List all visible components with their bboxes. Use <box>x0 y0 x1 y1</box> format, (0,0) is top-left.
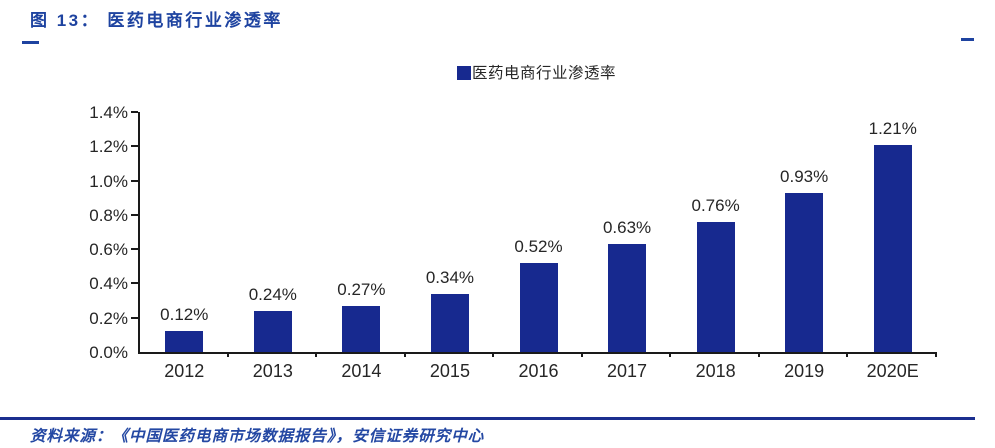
y-axis-tick-mark <box>131 316 138 319</box>
x-axis-category-label: 2014 <box>341 361 382 381</box>
bar-2019 <box>785 192 824 352</box>
y-axis-tick-label: 0.6% <box>89 240 128 260</box>
y-axis-tick-label: 0.0% <box>89 343 128 362</box>
x-axis-category-label: 2016 <box>518 361 559 381</box>
x-axis-category-label: 2018 <box>695 361 736 381</box>
bar-value-label: 1.21% <box>868 118 917 138</box>
bar-2015 <box>430 293 469 352</box>
bar-2016 <box>519 262 558 352</box>
x-axis-category-label: 2017 <box>607 361 648 381</box>
bar-2020E <box>873 144 912 352</box>
x-axis-tick-mark <box>669 352 672 357</box>
x-axis-tick-mark <box>315 352 318 357</box>
y-axis-tick-label: 1.0% <box>89 171 128 191</box>
source-note: 资料来源：《中国医药电商市场数据报告》，安信证券研究中心 <box>30 428 485 445</box>
chart-legend: 医药电商行业渗透率 <box>138 61 935 83</box>
x-axis-tick-mark <box>846 352 849 357</box>
y-axis-tick-mark <box>131 145 138 148</box>
y-axis-tick-label: 0.2% <box>89 308 128 328</box>
x-axis-tick-mark <box>403 352 406 357</box>
bar-value-label: 0.52% <box>514 236 563 256</box>
y-axis-tick-label: 1.4% <box>89 103 128 122</box>
bar-2012 <box>165 331 204 352</box>
bar-value-label: 0.24% <box>248 284 297 304</box>
bar-2018 <box>696 221 735 352</box>
legend-square-icon <box>456 66 471 80</box>
figure-title: 图 13： 医药电商行业渗透率 <box>30 11 283 30</box>
header-right-dash <box>961 38 974 41</box>
y-axis-tick-mark <box>131 213 138 216</box>
bar-value-label: 0.76% <box>691 195 740 215</box>
x-axis-category-label: 2020E <box>866 361 919 381</box>
x-axis-category-label: 2015 <box>429 361 470 381</box>
footer-rule <box>0 417 975 420</box>
title-underline-dash <box>22 41 39 44</box>
y-axis-tick-label: 1.2% <box>89 137 128 157</box>
x-axis-tick-mark <box>492 352 495 357</box>
x-axis-tick-mark <box>226 352 229 357</box>
x-axis-category-label: 2013 <box>252 361 293 381</box>
plot-area: 0.0% 0.2% 0.4% 0.6% 0.8% 1.0% 1.2% 1.4% 0.12% 201… <box>89 104 937 380</box>
bar-value-label: 0.34% <box>425 267 475 287</box>
bar-value-label: 0.63% <box>602 218 652 237</box>
bar-2013 <box>253 310 292 352</box>
bar-value-label: 0.27% <box>337 279 386 299</box>
y-axis-tick-mark <box>131 111 138 113</box>
bar-2017 <box>608 244 647 352</box>
y-axis-tick-label: 0.8% <box>89 205 128 225</box>
x-axis-tick-mark <box>580 352 583 357</box>
y-axis-tick-label: 0.4% <box>89 274 128 294</box>
x-axis-category-label: 2012 <box>164 361 205 381</box>
legend-label: 医药电商行业渗透率 <box>471 65 616 82</box>
y-axis-tick-mark <box>131 282 138 285</box>
bar-value-label: 0.12% <box>160 305 209 325</box>
x-axis-category-label: 2019 <box>784 361 825 381</box>
y-axis-tick-mark <box>131 179 138 182</box>
bar-value-label: 0.93% <box>780 166 829 186</box>
y-axis-tick-mark <box>131 248 138 251</box>
bar-2014 <box>342 305 381 352</box>
x-axis-tick-mark <box>757 352 760 357</box>
x-axis-tick-mark <box>935 352 937 357</box>
